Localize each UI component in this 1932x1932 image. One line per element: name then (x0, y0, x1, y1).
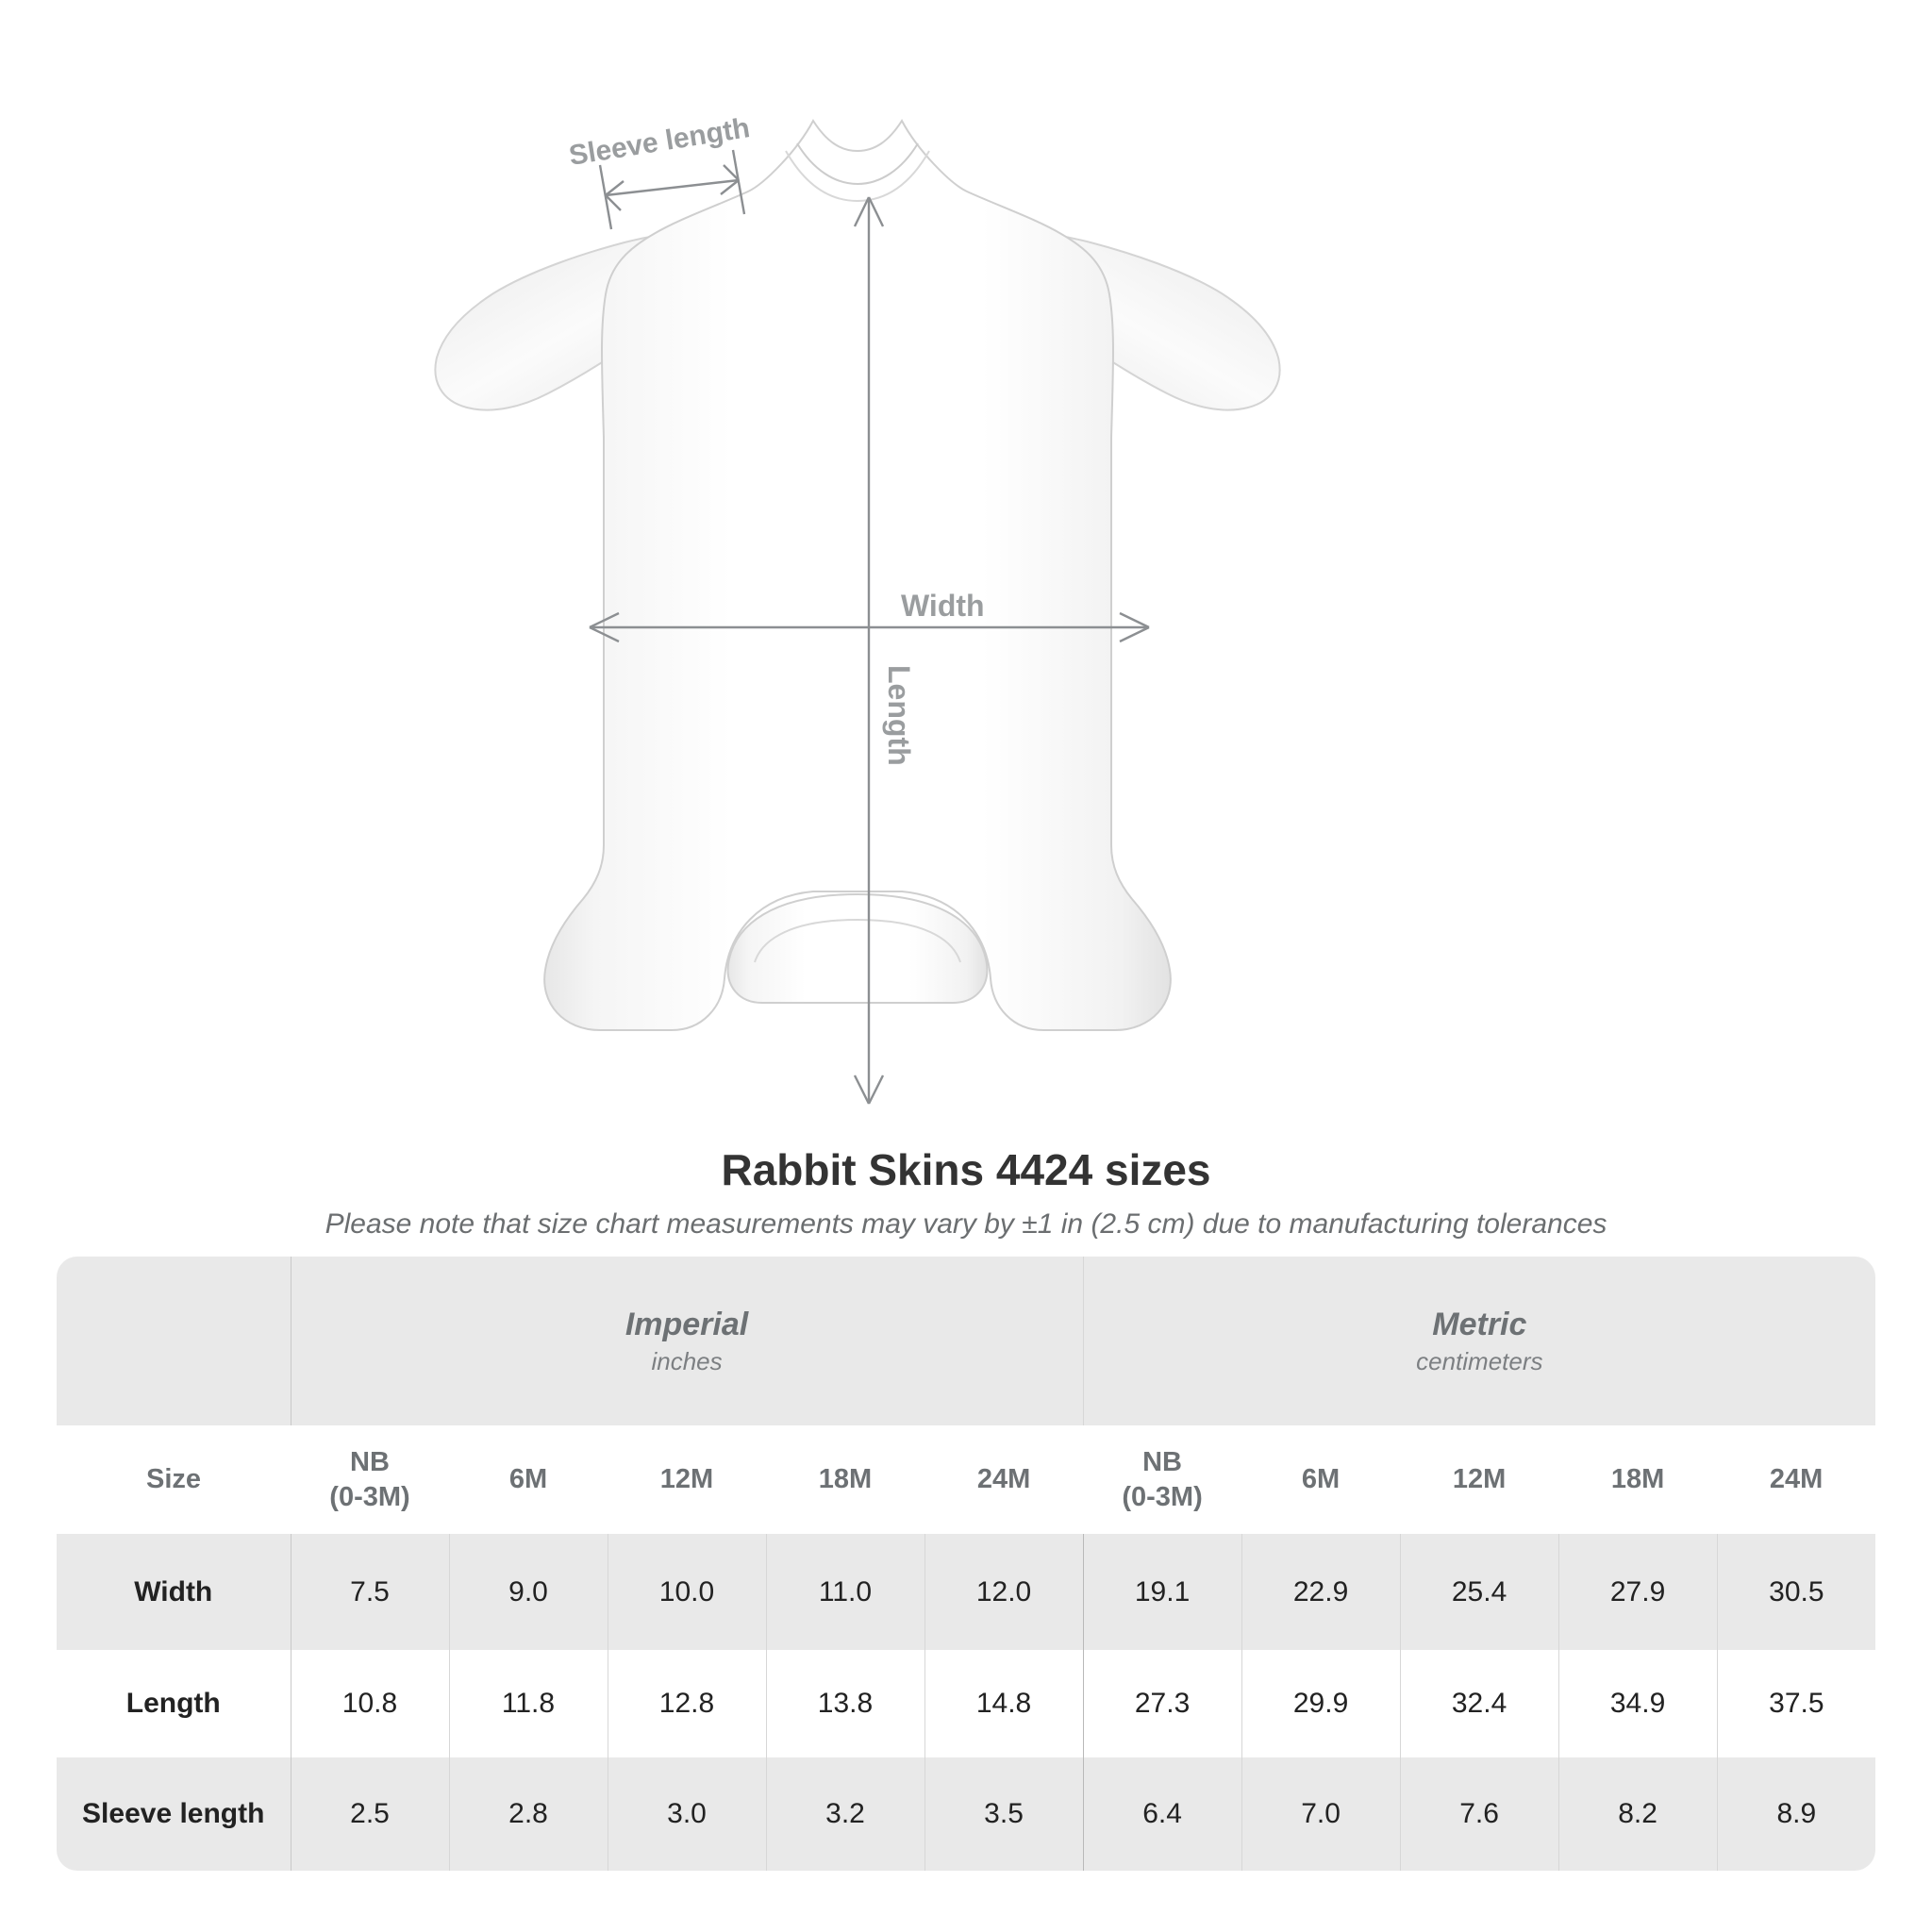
svg-text:Width: Width (901, 589, 985, 623)
svg-text:Length: Length (882, 665, 916, 766)
svg-text:Sleeve length: Sleeve length (567, 112, 752, 172)
